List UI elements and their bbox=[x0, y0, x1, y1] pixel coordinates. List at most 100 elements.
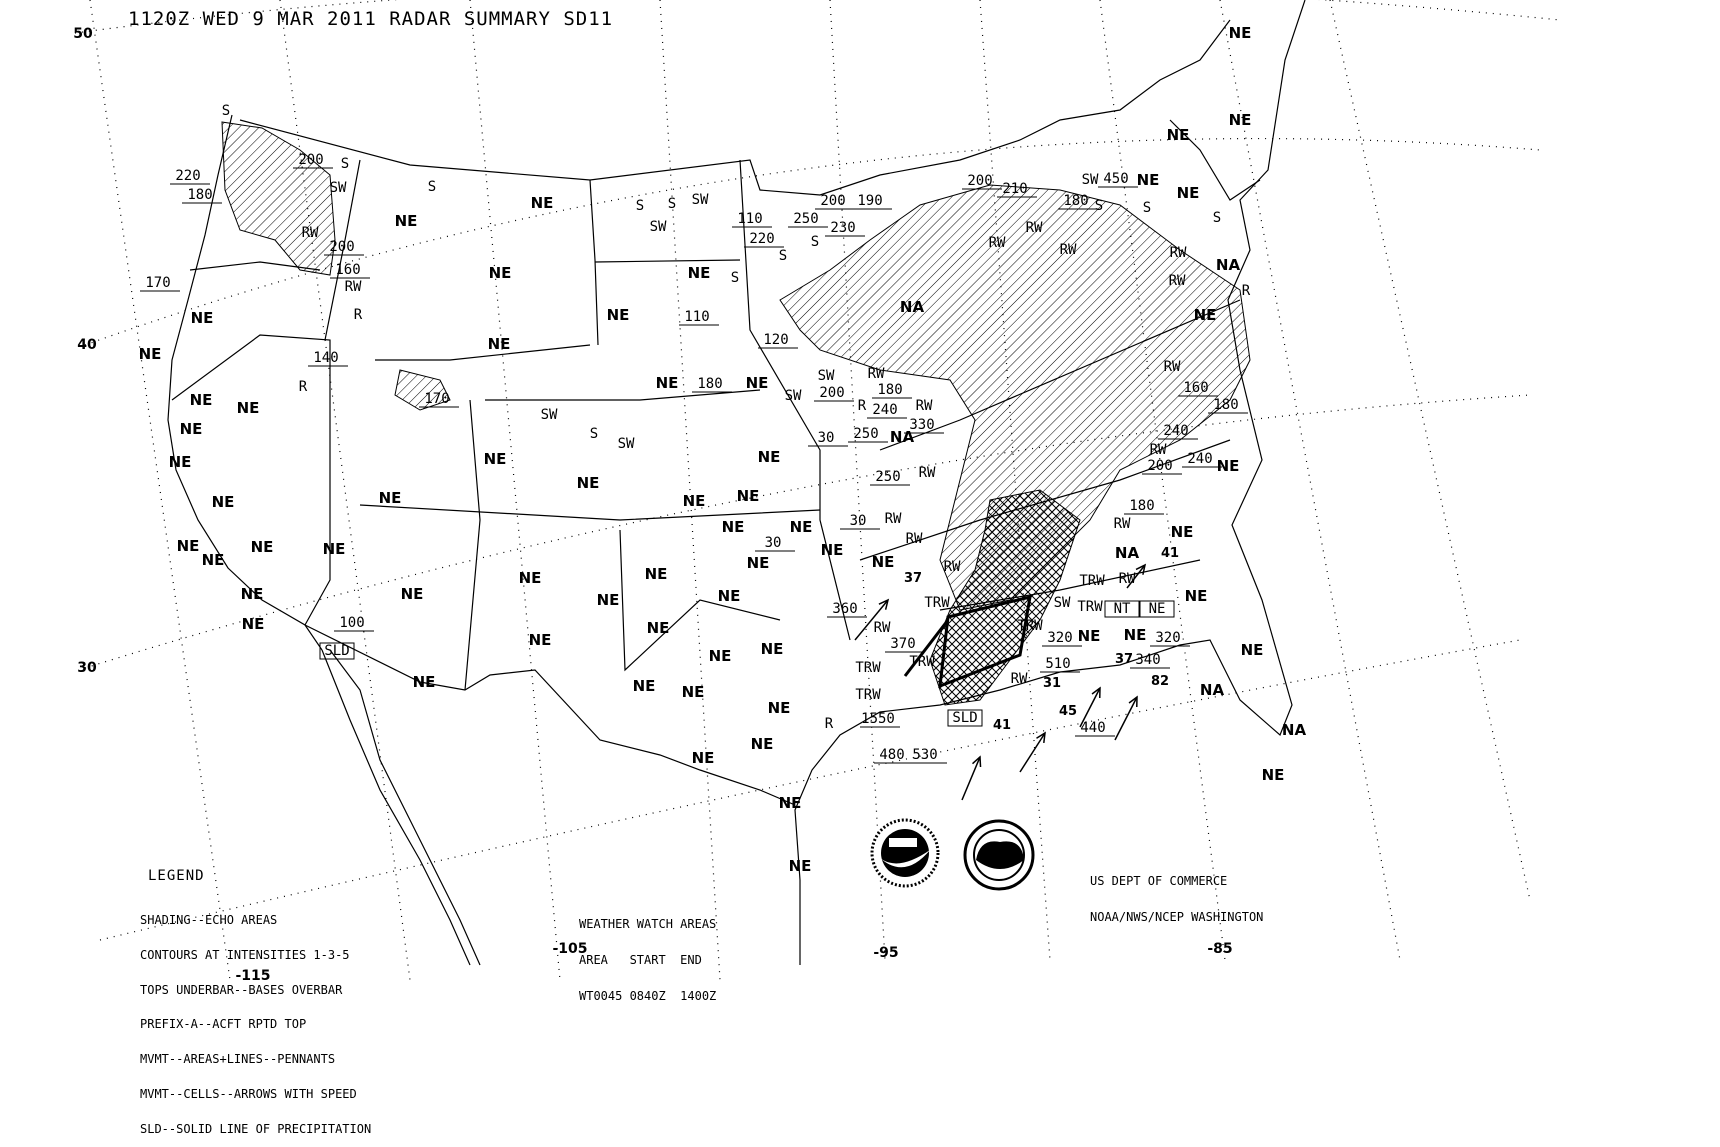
precip-type: RW bbox=[916, 398, 933, 414]
echo-code-ne: NE bbox=[139, 345, 162, 363]
echo-code-ne: NE bbox=[1241, 641, 1264, 659]
precip-type: SW bbox=[1082, 172, 1099, 188]
latitude-label: 40 bbox=[77, 337, 97, 353]
radar-map: NE NE NE NE NE NE NE NE NE NE NE NE NE NE NE NE NE NE NE NE… bbox=[73, 0, 1561, 984]
echo-code-ne: NE bbox=[656, 374, 679, 392]
precip-type: R bbox=[825, 716, 834, 732]
state-co-nm bbox=[464, 399, 481, 691]
precip-type: SW bbox=[330, 180, 347, 196]
latitude-label: 50 bbox=[73, 26, 93, 42]
echo-code-ne: NE bbox=[722, 518, 745, 536]
echo-code-ne: NE bbox=[202, 551, 225, 569]
echo-code-ne: NE bbox=[251, 538, 274, 556]
echo-top: 320 bbox=[1047, 630, 1072, 646]
movement-arrow-icon bbox=[961, 755, 982, 801]
state-dakotas bbox=[589, 179, 599, 346]
precip-type: S bbox=[428, 179, 436, 195]
echo-code-ne: NE bbox=[761, 640, 784, 658]
credit-line: NOAA/NWS/NCEP WASHINGTON bbox=[1090, 910, 1264, 924]
echo-area bbox=[394, 369, 451, 411]
cell-speed: 37 bbox=[1115, 652, 1133, 667]
movement-arrow-icon bbox=[1126, 563, 1147, 589]
state-mid1 bbox=[879, 299, 1241, 451]
cell-speed: 45 bbox=[1059, 704, 1077, 719]
echo-top: 210 bbox=[1002, 181, 1027, 197]
precip-type: TRW bbox=[855, 660, 881, 676]
echo-top: 190 bbox=[857, 193, 882, 209]
watch-columns: AREA START END bbox=[579, 953, 702, 967]
precip-type: S bbox=[1143, 200, 1151, 216]
echo-top: 180 bbox=[877, 382, 902, 398]
border-canada bbox=[239, 19, 1231, 196]
echo-code-ne: NE bbox=[401, 585, 424, 603]
echo-code-ne: NE bbox=[647, 619, 670, 637]
echo-top: 250 bbox=[875, 469, 900, 485]
boxed-label: NE bbox=[1149, 601, 1166, 617]
precip-type: TRW bbox=[1077, 599, 1103, 615]
echo-code-ne: NE bbox=[1262, 766, 1285, 784]
credit: US DEPT OF COMMERCE NOAA/NWS/NCEP WASHIN… bbox=[1090, 851, 1263, 935]
watch-line bbox=[903, 619, 950, 677]
legend-line: PREFIX-A--ACFT RPTD TOP bbox=[140, 1017, 307, 1032]
precip-type: SW bbox=[818, 368, 835, 384]
precip-type: SW bbox=[618, 436, 635, 452]
legend-line: TOPS UNDERBAR--BASES OVERBAR bbox=[140, 982, 343, 997]
echo-top: 200 bbox=[820, 193, 845, 209]
echo-code-ne: NE bbox=[379, 489, 402, 507]
echo-code-ne: NE bbox=[758, 448, 781, 466]
echo-top: 170 bbox=[424, 391, 449, 407]
echo-code-ne: NE bbox=[872, 553, 895, 571]
echo-top: 180 bbox=[1063, 193, 1088, 209]
echo-code-ne: NE bbox=[1167, 126, 1190, 144]
echo-code-ne: NE bbox=[395, 212, 418, 230]
echo-top: 110 bbox=[684, 309, 709, 325]
echo-code-ne: NE bbox=[531, 194, 554, 212]
precip-type: RW bbox=[302, 225, 319, 241]
coastline-gulf bbox=[794, 0, 1306, 965]
echo-top: 180 bbox=[697, 376, 722, 392]
echo-code-ne: NE bbox=[1177, 184, 1200, 202]
echo-top: 220 bbox=[175, 168, 200, 184]
echo-code-ne: NE bbox=[577, 474, 600, 492]
grid-labels: 50 40 30 -115 -105 -95 -85 bbox=[73, 26, 1232, 984]
border-mexico bbox=[304, 624, 796, 806]
echo-top: 30 bbox=[850, 513, 867, 529]
echo-top: 230 bbox=[830, 220, 855, 236]
label-box bbox=[1104, 600, 1140, 618]
longitude-line bbox=[1219, 0, 1401, 961]
watch-heading: WEATHER WATCH AREAS bbox=[579, 917, 717, 931]
echo-code-na: NA bbox=[1282, 721, 1307, 739]
state-mt-wy bbox=[375, 344, 591, 361]
label-box bbox=[1139, 600, 1175, 618]
watch-areas-table: WEATHER WATCH AREAS AREA START END WT004… bbox=[579, 894, 716, 1014]
echo-top: 370 bbox=[890, 636, 915, 652]
precip-type: RW bbox=[1026, 220, 1043, 236]
echo-top: 480 bbox=[879, 747, 904, 763]
echo-code-na: NA bbox=[1115, 544, 1140, 562]
precip-type: S bbox=[811, 234, 819, 250]
precip-type: RW bbox=[1169, 273, 1186, 289]
state-nd-sd bbox=[594, 259, 741, 263]
legend: LEGEND SHADING--ECHO AREAS CONTOURS AT I… bbox=[140, 848, 371, 1147]
echo-top: 320 bbox=[1155, 630, 1180, 646]
echo-code-ne: NE bbox=[484, 450, 507, 468]
echo-code-ne: NE bbox=[751, 735, 774, 753]
boxed-label: SLD bbox=[324, 643, 349, 659]
echo-top: 240 bbox=[872, 402, 897, 418]
echo-top: 240 bbox=[1163, 423, 1188, 439]
echo-code-ne: NE bbox=[237, 399, 260, 417]
echo-code-ne: NE bbox=[169, 453, 192, 471]
state-mid3 bbox=[939, 559, 1201, 611]
echo-code-ne: NE bbox=[177, 537, 200, 555]
precip-type: TRW bbox=[924, 595, 950, 611]
echo-top: 180 bbox=[1129, 498, 1154, 514]
cell-speed: 82 bbox=[1151, 674, 1169, 689]
coastline-west bbox=[167, 114, 323, 651]
echo-area bbox=[779, 184, 1251, 611]
latitude-line bbox=[84, 394, 1531, 669]
precip-type: RW bbox=[1114, 516, 1131, 532]
echo-area-moderate bbox=[929, 489, 1081, 706]
state-ne bbox=[485, 389, 761, 401]
echo-top: 160 bbox=[335, 262, 360, 278]
watch-box bbox=[938, 595, 1032, 689]
